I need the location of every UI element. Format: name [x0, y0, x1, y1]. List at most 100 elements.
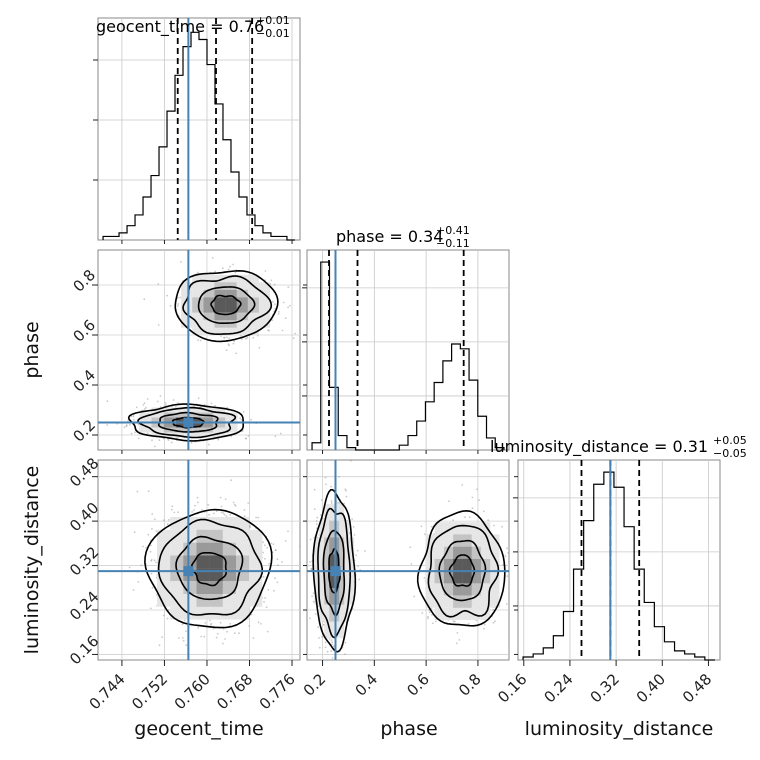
sample-point [257, 621, 260, 624]
y-tick-label: 0.32 [66, 543, 102, 579]
sample-point [249, 524, 251, 527]
sample-point [506, 575, 509, 577]
sample-point [151, 527, 153, 530]
density-cell [212, 412, 226, 418]
sample-point [177, 303, 180, 305]
title-plus: +0.05 [713, 434, 747, 447]
sample-point [344, 641, 347, 644]
sample-point [302, 583, 304, 585]
density-cell [151, 422, 164, 428]
x-tick-label: 0.760 [171, 670, 214, 713]
sample-point [226, 336, 228, 339]
density-cell [214, 327, 226, 336]
sample-point [266, 546, 269, 549]
density-cell [209, 581, 223, 594]
sample-point [364, 550, 366, 552]
density-cell [443, 522, 454, 535]
density-cell [329, 571, 335, 588]
sample-point [483, 627, 485, 630]
density-cell [443, 595, 454, 608]
sample-point [241, 430, 244, 432]
density-cell [344, 554, 350, 572]
sample-point [234, 271, 237, 274]
density-blocks [157, 517, 263, 620]
density-cell [434, 583, 444, 596]
histogram-step [311, 261, 505, 451]
density-cell [324, 571, 330, 588]
sample-point [273, 589, 275, 592]
sample-point [244, 437, 247, 440]
title-geocent-time: geocent_time = 0.76 [96, 17, 264, 37]
sample-point [309, 561, 311, 563]
sample-point [225, 515, 228, 517]
sample-point [235, 352, 238, 355]
sample-point [430, 607, 433, 610]
density-cell [236, 305, 248, 313]
density-cell [192, 305, 204, 313]
panel-frame [97, 249, 301, 451]
sample-point [482, 510, 485, 513]
sample-point [153, 518, 156, 521]
density-cell [203, 282, 215, 290]
histogram [311, 261, 505, 451]
sample-point [281, 561, 283, 563]
sample-point [313, 508, 316, 510]
truth-point [183, 417, 194, 428]
title-phase: phase = 0.34 [336, 227, 443, 246]
sample-point [132, 589, 135, 591]
density-cell [462, 607, 472, 620]
sample-point [207, 503, 210, 506]
sample-point [134, 431, 136, 434]
sample-point [316, 516, 319, 519]
sample-point [345, 489, 347, 492]
sample-point [162, 437, 165, 440]
density-cell [225, 312, 237, 321]
sample-point [151, 586, 154, 589]
sample-point [299, 545, 300, 548]
sample-point [292, 337, 295, 339]
sample-point [267, 329, 269, 331]
density-cell [329, 604, 335, 622]
sample-point [301, 553, 303, 555]
sample-point [505, 603, 508, 605]
sample-point [143, 298, 146, 301]
sample-point [228, 344, 230, 347]
sample-point [179, 296, 182, 299]
density-cell [314, 587, 320, 605]
sample-point [287, 286, 290, 288]
sample-point [150, 572, 153, 575]
density-cell [222, 606, 236, 620]
density-cell [151, 417, 164, 423]
sample-point [158, 439, 161, 442]
sample-point [243, 509, 246, 511]
density-cell [214, 297, 226, 305]
sample-point [501, 525, 503, 528]
sample-point [175, 405, 177, 408]
density-cell [334, 537, 340, 555]
sample-point [142, 404, 145, 406]
sample-point [223, 336, 226, 339]
density-cell [339, 554, 345, 572]
panel-joint-geocent-time-luminosity-distance [97, 459, 303, 661]
sample-point [158, 644, 161, 647]
density-cell [324, 554, 330, 572]
truth-point [183, 566, 194, 577]
truth-marker [98, 460, 300, 660]
title-plus: +0.41 [436, 224, 470, 237]
density-cell [192, 312, 204, 321]
density-cell [203, 297, 215, 305]
panel-joint-phase-luminosity-distance [302, 459, 510, 661]
density-cell [247, 289, 259, 298]
sample-point [233, 503, 236, 506]
sample-point [324, 646, 327, 649]
sample-point [317, 626, 320, 629]
sample-point [223, 336, 225, 339]
sample-point [325, 483, 327, 486]
sample-point [331, 657, 334, 659]
sample-point [157, 283, 160, 285]
sample-point [150, 558, 153, 561]
sample-point [185, 630, 187, 632]
density-cell [462, 558, 472, 572]
sample-point [215, 636, 218, 639]
sample-point [493, 524, 495, 527]
